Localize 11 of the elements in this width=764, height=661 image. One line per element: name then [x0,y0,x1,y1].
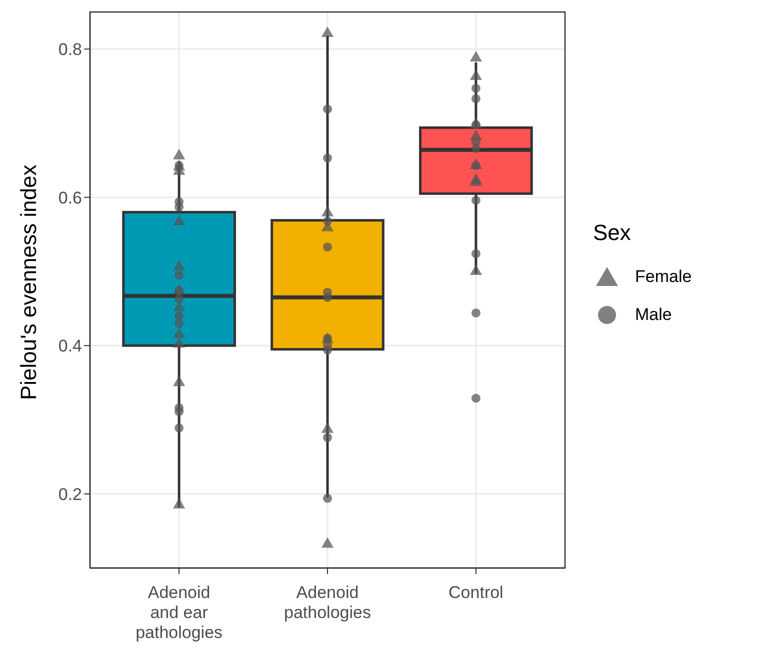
legend-label: Female [635,267,692,287]
legend-label: Male [635,305,672,325]
x-tick-label: Control [448,583,504,602]
y-tick-label: 0.4 [58,336,82,356]
x-tick-label: Adenoid pathologies [284,583,371,622]
y-axis-title: Pielou's evenness index [16,164,41,400]
y-tick-label: 0.2 [58,484,82,504]
x-tick-label: Adenoid and ear pathologies [136,583,223,642]
legend-title: Sex [593,220,632,246]
y-tick-label: 0.6 [58,188,82,208]
y-tick-label: 0.8 [58,40,82,60]
